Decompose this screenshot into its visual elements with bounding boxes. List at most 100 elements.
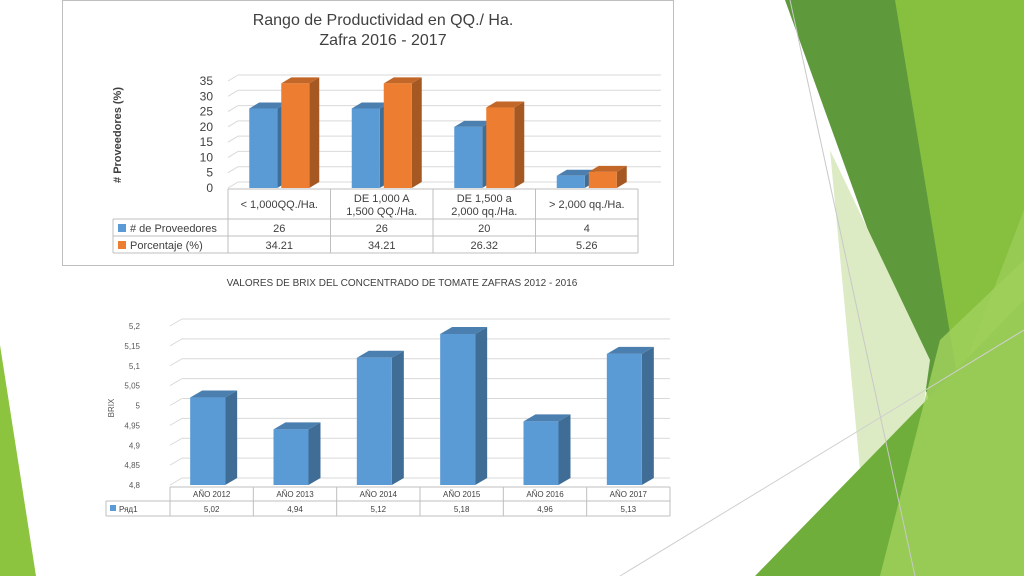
chart1-y-tick-label: 15 bbox=[200, 135, 214, 149]
chart1-table-value: 20 bbox=[478, 223, 490, 235]
chart2-y-tick-label: 5,15 bbox=[124, 342, 140, 351]
chart2-bar bbox=[606, 346, 654, 485]
chart1-bar-proveedores-top bbox=[249, 102, 288, 109]
left-green-facet bbox=[0, 345, 36, 576]
chart1-gridline-slant bbox=[227, 150, 239, 158]
chart2-ylabel: BRIX bbox=[107, 398, 116, 417]
chart1-gridline-slant bbox=[227, 181, 239, 189]
chart2-bar bbox=[273, 422, 321, 485]
chart1-bar-porcentaje-front bbox=[486, 107, 515, 188]
chart1-category-label: DE 1,500 a bbox=[457, 193, 513, 205]
chart2-gridline-slant bbox=[169, 318, 183, 327]
chart2-bar-front bbox=[523, 421, 559, 485]
chart2-category-label: AÑO 2016 bbox=[526, 490, 564, 499]
chart1-subtitle: Zafra 2016 - 2017 bbox=[319, 32, 446, 49]
chart1-bar-porcentaje-front bbox=[281, 83, 310, 188]
brix-chart-panel: VALORES DE BRIX DEL CONCENTRADO DE TOMAT… bbox=[62, 270, 674, 520]
chart1-bar-porcentaje-front bbox=[383, 83, 412, 188]
chart1-table-value: 26 bbox=[273, 223, 285, 235]
chart1-y-tick-label: 0 bbox=[206, 181, 213, 195]
chart2-gridline-slant bbox=[169, 378, 183, 387]
chart1-category-label: 1,500 QQ./Ha. bbox=[346, 206, 417, 218]
productivity-chart-panel: Rango de Productividad en QQ./ Ha. Zafra… bbox=[62, 0, 674, 266]
chart2-bar-top bbox=[440, 326, 488, 334]
chart2-bars bbox=[190, 326, 654, 485]
chart1-bar-porcentaje-top bbox=[383, 77, 422, 84]
chart1-legend-label: # de Proveedores bbox=[130, 223, 217, 235]
chart2-bar-side bbox=[558, 414, 571, 485]
chart1-table-value: 34.21 bbox=[368, 240, 396, 252]
chart2-category-label: AÑO 2013 bbox=[276, 490, 314, 499]
chart1-bar-porcentaje-side bbox=[616, 165, 627, 188]
chart2-gridline-slant bbox=[169, 358, 183, 367]
chart1-y-tick-label: 25 bbox=[200, 105, 214, 119]
chart1-y-tick-label: 30 bbox=[200, 89, 214, 103]
chart2-bar-side bbox=[308, 422, 321, 485]
chart2-bar bbox=[190, 390, 238, 485]
chart2-bar-side bbox=[391, 350, 404, 485]
chart2-bar-side bbox=[225, 390, 238, 485]
chart2-y-tick-label: 4,8 bbox=[129, 481, 141, 490]
chart1-bar-proveedores-top bbox=[351, 102, 390, 109]
chart1-y-tick-label: 20 bbox=[200, 120, 214, 134]
chart1-gridline-slant bbox=[227, 135, 239, 143]
chart1-y-tick-label: 10 bbox=[200, 150, 214, 164]
chart1-bar-proveedores-front bbox=[249, 108, 278, 188]
chart1-gridline-slant bbox=[227, 74, 239, 82]
chart1-table-value: 34.21 bbox=[265, 240, 293, 252]
chart1-bar-porcentaje bbox=[486, 101, 525, 188]
chart2-y-tick-labels: 4,8 4,85 4,9 4,95 5 5,05 5,1 5,15 5,2 bbox=[124, 322, 140, 490]
chart2-y-tick-label: 5 bbox=[136, 402, 141, 411]
chart1-legend-swatch bbox=[118, 224, 126, 232]
chart2-bar-front bbox=[440, 333, 476, 485]
chart1-category-label: 2,000 qq./Ha. bbox=[451, 206, 517, 218]
chart2-bar-front bbox=[273, 429, 309, 485]
chart1-bar-porcentaje-top bbox=[281, 77, 320, 84]
chart2-bar-top bbox=[356, 350, 404, 358]
chart2-y-tick-label: 4,85 bbox=[124, 461, 140, 470]
chart2-category-label: AÑO 2012 bbox=[193, 490, 231, 499]
chart2-y-tick-label: 5,1 bbox=[129, 362, 141, 371]
chart1-gridline-slant bbox=[227, 105, 239, 113]
chart2-gridline-slant bbox=[169, 437, 183, 446]
chart2-y-tick-label: 4,95 bbox=[124, 421, 140, 430]
chart2-table-value: 5,02 bbox=[204, 505, 220, 514]
chart1-category-label: < 1,000QQ./Ha. bbox=[241, 199, 318, 211]
chart2-y-tick-label: 4,9 bbox=[129, 441, 141, 450]
chart1-gridline-slant bbox=[227, 120, 239, 128]
chart1-bar-porcentaje bbox=[383, 77, 422, 188]
chart2-bar-front bbox=[356, 357, 392, 485]
chart2-table-value: 4,94 bbox=[287, 505, 303, 514]
chart2-table-value: 5,18 bbox=[454, 505, 470, 514]
chart2-category-label: AÑO 2017 bbox=[610, 490, 648, 499]
brix-chart: VALORES DE BRIX DEL CONCENTRADO DE TOMAT… bbox=[105, 278, 671, 517]
chart1-legend-label: Porcentaje (%) bbox=[130, 240, 203, 252]
right-bottom-light-facet bbox=[880, 260, 1024, 576]
chart1-category-label: DE 1,000 A bbox=[354, 193, 410, 205]
chart1-bar-proveedores-top bbox=[454, 120, 493, 127]
chart1-bar-proveedores-front bbox=[556, 175, 585, 188]
chart2-bar-front bbox=[606, 353, 642, 485]
chart2-bar-side bbox=[475, 326, 488, 485]
chart2-gridline-slant bbox=[169, 398, 183, 406]
chart2-bar-side bbox=[641, 346, 654, 485]
chart2-title: VALORES DE BRIX DEL CONCENTRADO DE TOMAT… bbox=[227, 278, 578, 289]
productivity-chart: Rango de Productividad en QQ./ Ha. Zafra… bbox=[112, 12, 661, 254]
chart2-gridline-slant bbox=[169, 417, 183, 426]
chart2-gridline-slant bbox=[169, 477, 183, 486]
chart1-data-table: < 1,000QQ./Ha. DE 1,000 A1,500 QQ./Ha. DE … bbox=[112, 188, 639, 254]
chart1-bar-porcentaje-side bbox=[411, 77, 422, 188]
chart1-category-label: > 2,000 qq./Ha. bbox=[549, 199, 625, 211]
chart2-gridline-slant bbox=[169, 338, 183, 347]
chart1-bar-porcentaje-top bbox=[588, 165, 627, 172]
chart1-table-value: 4 bbox=[584, 223, 590, 235]
thin-line-1 bbox=[789, 0, 916, 576]
chart2-bar bbox=[440, 326, 488, 485]
chart1-bar-porcentaje-side bbox=[514, 101, 525, 188]
chart2-bar-top bbox=[606, 346, 654, 354]
chart1-bar-porcentaje-side bbox=[309, 77, 320, 188]
chart2-table-value: 5,13 bbox=[621, 505, 637, 514]
chart2-bar bbox=[523, 414, 571, 485]
